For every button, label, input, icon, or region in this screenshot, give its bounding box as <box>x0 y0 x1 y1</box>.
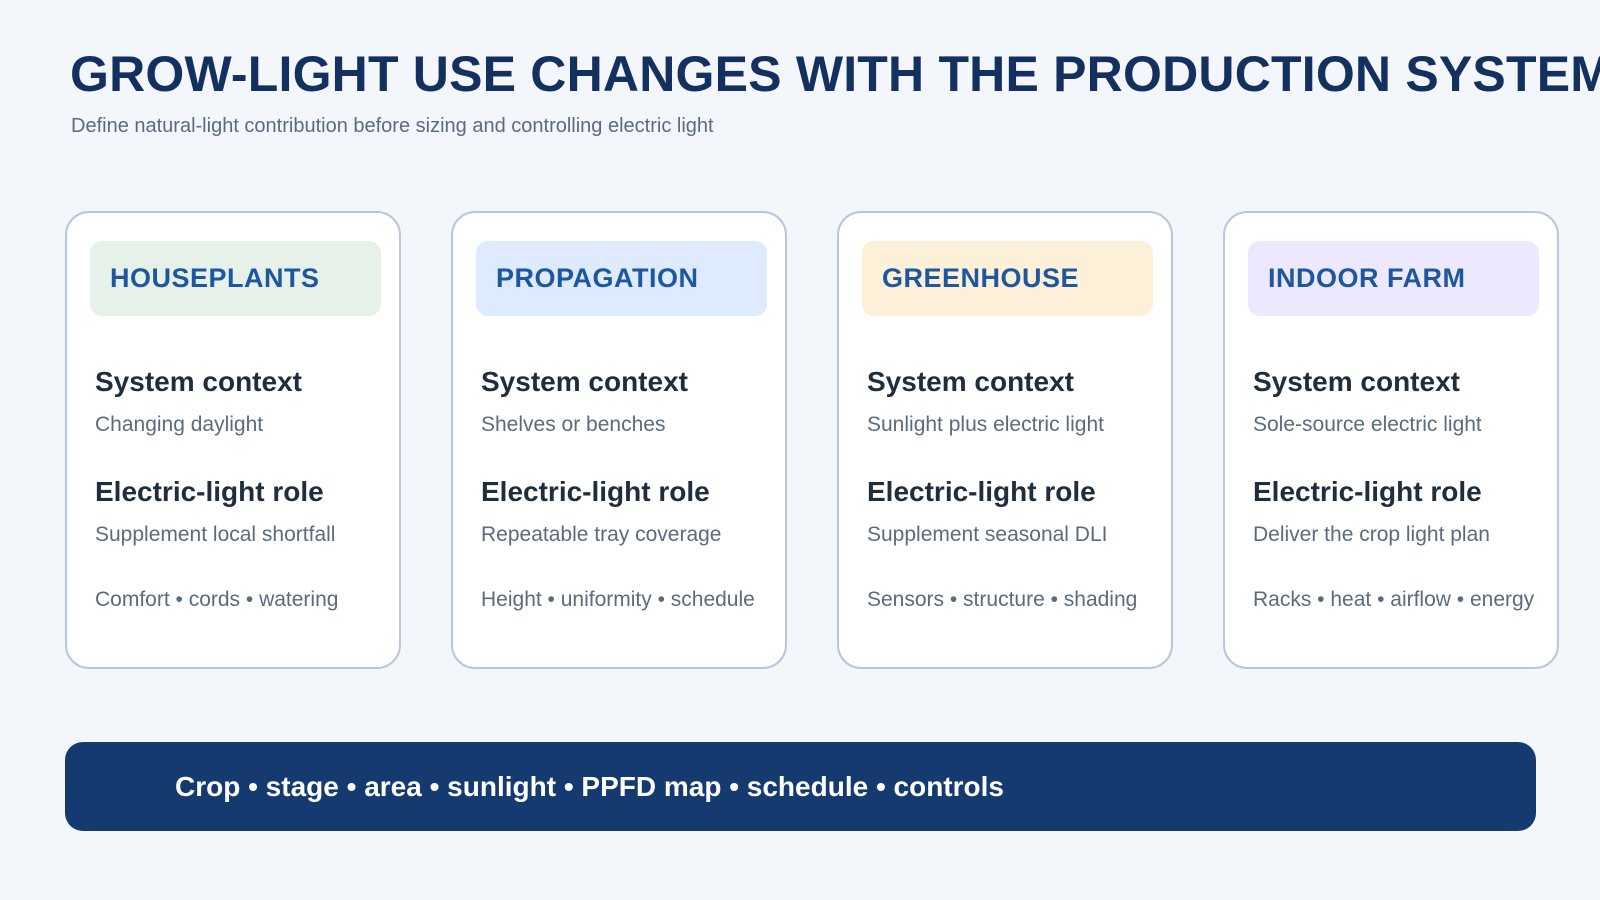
card-propagation: PROPAGATION System context Shelves or be… <box>451 211 787 669</box>
card-header-label: INDOOR FARM <box>1268 263 1466 293</box>
electric-light-role-heading: Electric-light role <box>481 476 710 507</box>
card-header: HOUSEPLANTS <box>90 241 381 316</box>
card-houseplants: HOUSEPLANTS System context Changing dayl… <box>65 211 401 669</box>
electric-light-role-heading: Electric-light role <box>1253 476 1482 507</box>
system-context-heading: System context <box>481 366 688 397</box>
system-context-text: Shelves or benches <box>481 413 666 436</box>
electric-light-role-heading: Electric-light role <box>867 476 1096 507</box>
page-subtitle: Define natural-light contribution before… <box>71 115 714 137</box>
system-context-heading: System context <box>95 366 302 397</box>
card-header: GREENHOUSE <box>862 241 1153 316</box>
card-tags: Sensors • structure • shading <box>867 588 1138 611</box>
electric-light-role-text: Supplement local shortfall <box>95 523 336 546</box>
electric-light-role-text: Deliver the crop light plan <box>1253 523 1490 546</box>
card-header: INDOOR FARM <box>1248 241 1539 316</box>
system-context-heading: System context <box>867 366 1074 397</box>
card-header: PROPAGATION <box>476 241 767 316</box>
card-header-label: HOUSEPLANTS <box>110 263 320 293</box>
system-context-text: Sunlight plus electric light <box>867 413 1104 436</box>
card-header-label: PROPAGATION <box>496 263 699 293</box>
summary-banner-text: Crop • stage • area • sunlight • PPFD ma… <box>175 770 1004 802</box>
electric-light-role-text: Supplement seasonal DLI <box>867 523 1108 546</box>
card-greenhouse: GREENHOUSE System context Sunlight plus … <box>837 211 1173 669</box>
system-context-heading: System context <box>1253 366 1460 397</box>
electric-light-role-heading: Electric-light role <box>95 476 324 507</box>
card-header-label: GREENHOUSE <box>882 263 1080 293</box>
system-context-text: Sole-source electric light <box>1253 413 1482 436</box>
electric-light-role-text: Repeatable tray coverage <box>481 523 722 546</box>
card-indoor-farm: INDOOR FARM System context Sole-source e… <box>1223 211 1559 669</box>
page-title: GROW-LIGHT USE CHANGES WITH THE PRODUCTI… <box>70 46 1600 102</box>
card-tags: Racks • heat • airflow • energy <box>1253 588 1535 611</box>
card-tags: Height • uniformity • schedule <box>481 588 755 611</box>
system-context-text: Changing daylight <box>95 413 264 436</box>
summary-banner: Crop • stage • area • sunlight • PPFD ma… <box>65 742 1536 831</box>
card-tags: Comfort • cords • watering <box>95 588 339 611</box>
